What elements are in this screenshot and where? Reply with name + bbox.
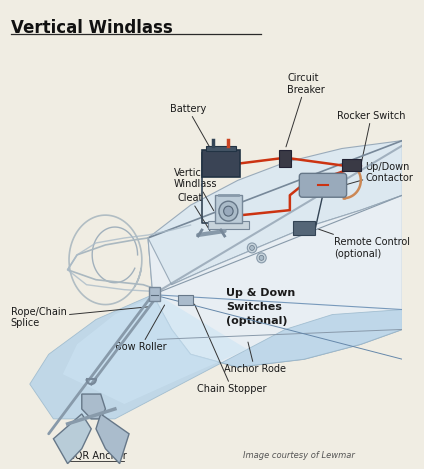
Polygon shape	[82, 394, 106, 419]
Bar	[208, 221, 249, 229]
Circle shape	[259, 256, 264, 260]
Bar	[178, 295, 193, 304]
Text: Image courtesy of Lewmar: Image courtesy of Lewmar	[243, 451, 354, 460]
Text: Battery: Battery	[170, 104, 215, 156]
Bar	[149, 287, 160, 301]
Text: Vertical
Windlass: Vertical Windlass	[173, 167, 217, 211]
Bar	[342, 159, 361, 171]
Text: CQR Anchor: CQR Anchor	[67, 451, 126, 461]
Circle shape	[223, 206, 233, 216]
Polygon shape	[30, 295, 402, 419]
Text: Rocker Switch: Rocker Switch	[337, 111, 406, 163]
Polygon shape	[63, 295, 247, 404]
Text: Rope/Chain
Splice: Rope/Chain Splice	[11, 307, 148, 328]
Text: Up/Down
Contactor: Up/Down Contactor	[346, 161, 413, 184]
Text: Up & Down
Switches
(optional): Up & Down Switches (optional)	[226, 287, 296, 325]
Polygon shape	[148, 195, 402, 367]
Circle shape	[247, 243, 257, 253]
Bar	[293, 221, 315, 235]
Text: Circuit
Breaker: Circuit Breaker	[286, 73, 325, 147]
Polygon shape	[53, 414, 91, 464]
Bar	[206, 145, 236, 151]
Text: Anchor Rode: Anchor Rode	[223, 342, 286, 374]
Text: Bow Roller: Bow Roller	[115, 305, 167, 352]
Bar	[279, 150, 291, 167]
Text: Vertical Windlass: Vertical Windlass	[11, 19, 173, 37]
Circle shape	[250, 245, 254, 250]
Bar	[202, 150, 240, 177]
Text: Cleat: Cleat	[177, 193, 210, 231]
Polygon shape	[96, 414, 129, 464]
FancyBboxPatch shape	[299, 174, 346, 197]
Circle shape	[257, 253, 266, 263]
Bar	[215, 195, 242, 223]
Text: Remote Control
(optional): Remote Control (optional)	[318, 229, 410, 259]
Circle shape	[219, 201, 238, 221]
Polygon shape	[148, 141, 402, 295]
Text: Chain Stopper: Chain Stopper	[195, 304, 267, 394]
